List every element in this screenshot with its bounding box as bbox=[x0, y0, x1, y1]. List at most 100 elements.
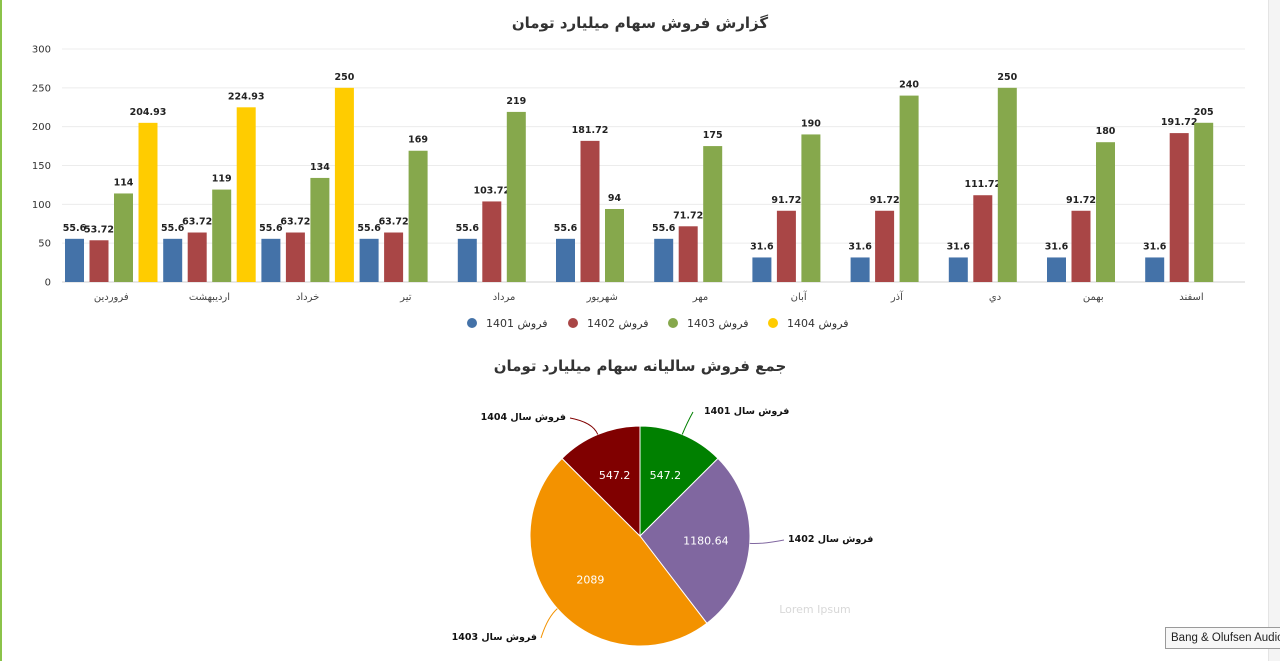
bar-value-label: 181.72 bbox=[572, 125, 609, 136]
bar-value-label: 55.6 bbox=[456, 223, 480, 234]
bar bbox=[114, 193, 133, 282]
legend-label: فروش 1402 bbox=[587, 317, 649, 330]
legend-marker bbox=[668, 318, 678, 328]
x-category-label: بهمن bbox=[1083, 292, 1104, 303]
bar bbox=[580, 140, 600, 282]
bar bbox=[1145, 257, 1165, 282]
bar bbox=[457, 238, 477, 282]
y-tick-label: 300 bbox=[32, 45, 51, 56]
bar-value-label: 63.72 bbox=[379, 217, 409, 228]
pie-value-label: 1180.64 bbox=[683, 534, 729, 547]
bar-value-label: 31.6 bbox=[1045, 241, 1069, 252]
x-category-label: خرداد bbox=[296, 292, 319, 303]
bar bbox=[556, 238, 575, 282]
y-tick-label: 100 bbox=[32, 200, 51, 211]
bar-value-label: 55.6 bbox=[259, 223, 283, 234]
bar bbox=[850, 257, 870, 282]
bar bbox=[875, 210, 895, 282]
bar-value-label: 134 bbox=[310, 162, 330, 173]
bar bbox=[654, 238, 674, 282]
legend-label: فروش 1401 bbox=[486, 317, 548, 330]
pie-chart-title: جمع فروش سالیانه سهام میلیارد تومان bbox=[494, 357, 787, 375]
bar bbox=[973, 195, 993, 282]
y-tick-label: 50 bbox=[38, 239, 51, 250]
y-tick-label: 0 bbox=[45, 278, 51, 289]
bar-value-label: 119 bbox=[212, 174, 232, 185]
x-category-label: اردیبهشت bbox=[189, 292, 230, 303]
bar-value-label: 53.72 bbox=[84, 224, 114, 235]
bar bbox=[1047, 257, 1066, 282]
pie-slice bbox=[561, 425, 641, 538]
bar-chart-bars: 55.653.72114204.9355.663.72119224.9355.6… bbox=[63, 72, 1214, 283]
scrollbar[interactable] bbox=[1268, 0, 1280, 661]
bar-value-label: 55.6 bbox=[357, 223, 381, 234]
pie-leader-line bbox=[749, 539, 785, 545]
pie-leader-line bbox=[569, 417, 599, 435]
bar-chart-legend: فروش 1401 فروش 1402 فروش 1403 فروش 1404 bbox=[467, 317, 849, 330]
bar bbox=[752, 257, 772, 282]
bar-chart-title: گزارش فروش سهام میلیارد تومان bbox=[512, 14, 769, 32]
bar bbox=[1071, 210, 1091, 282]
bar-value-label: 191.72 bbox=[1161, 117, 1198, 128]
bar bbox=[1194, 122, 1214, 283]
bar-value-label: 219 bbox=[506, 96, 526, 107]
x-category-label: آبان bbox=[791, 290, 808, 303]
x-category-label: آذر bbox=[890, 290, 904, 303]
bar-value-label: 55.6 bbox=[63, 223, 87, 234]
bar bbox=[236, 107, 256, 282]
bar bbox=[163, 238, 183, 282]
bar-value-label: 169 bbox=[408, 135, 428, 146]
bar bbox=[1169, 133, 1189, 282]
legend-marker bbox=[467, 318, 477, 328]
bar bbox=[678, 226, 698, 282]
bar bbox=[948, 257, 968, 282]
pie-leader-line bbox=[540, 608, 558, 639]
bar bbox=[605, 208, 624, 282]
bar-value-label: 240 bbox=[899, 80, 919, 91]
x-category-label: دي bbox=[989, 292, 1001, 303]
y-tick-label: 200 bbox=[32, 122, 51, 133]
x-category-label: مهر bbox=[692, 292, 708, 303]
bar bbox=[261, 238, 281, 282]
bar-value-label: 31.6 bbox=[750, 241, 774, 252]
y-tick-label: 150 bbox=[32, 161, 51, 172]
bar-value-label: 71.72 bbox=[673, 210, 703, 221]
x-category-label: تیر bbox=[399, 292, 412, 303]
bar bbox=[89, 240, 109, 282]
bar-value-label: 250 bbox=[334, 72, 354, 83]
bar bbox=[138, 122, 158, 282]
bar-chart-category-labels: فروردین اردیبهشت خرداد تیر مرداد شهریور مهر آبا… bbox=[94, 290, 1204, 303]
bar bbox=[187, 232, 207, 282]
bar bbox=[285, 232, 305, 282]
legend-marker bbox=[768, 318, 778, 328]
bar-value-label: 31.6 bbox=[1143, 241, 1167, 252]
bar-value-label: 175 bbox=[703, 130, 723, 141]
bar-value-label: 103.72 bbox=[473, 185, 510, 196]
left-accent-border bbox=[0, 0, 2, 661]
bar bbox=[801, 134, 821, 282]
bar bbox=[384, 232, 404, 282]
bar-value-label: 111.72 bbox=[964, 179, 1001, 190]
bar-value-label: 55.6 bbox=[652, 223, 676, 234]
pie-value-label: 2089 bbox=[576, 574, 604, 587]
pie-watermark: Lorem Ipsum bbox=[779, 603, 851, 616]
x-category-label: اسفند bbox=[1179, 292, 1203, 303]
pie-slice bbox=[639, 425, 719, 538]
bar bbox=[506, 111, 526, 282]
bar-value-label: 250 bbox=[997, 72, 1017, 83]
y-tick-label: 250 bbox=[32, 83, 51, 94]
x-category-label: شهریور bbox=[586, 292, 618, 303]
bar bbox=[1096, 142, 1115, 282]
bar-value-label: 114 bbox=[114, 177, 134, 188]
bar bbox=[899, 95, 919, 282]
legend-label: فروش 1403 bbox=[687, 317, 749, 330]
bar bbox=[65, 238, 84, 282]
bar-value-label: 91.72 bbox=[1066, 195, 1096, 206]
pie-slice-name: فروش سال 1404 bbox=[481, 412, 566, 423]
bar bbox=[776, 210, 796, 282]
bar-value-label: 91.72 bbox=[771, 195, 801, 206]
bar-value-label: 204.93 bbox=[130, 107, 167, 118]
bar bbox=[359, 238, 379, 282]
bar bbox=[482, 201, 502, 282]
